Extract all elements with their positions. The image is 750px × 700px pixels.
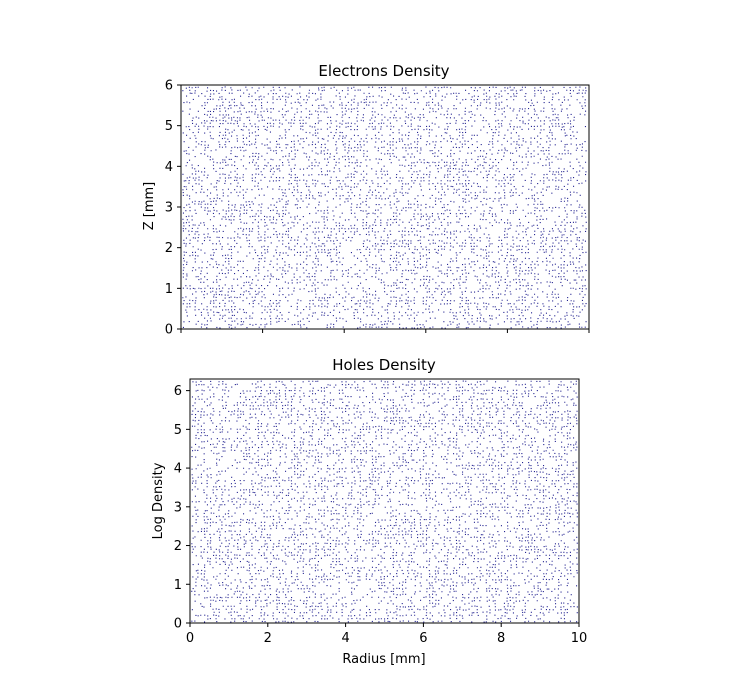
density-points <box>182 86 587 329</box>
axis-ticks: 0 1 2 3 4 5 6 <box>165 79 590 338</box>
density-points <box>191 380 578 623</box>
y-tick-label: 3 <box>165 201 173 216</box>
y-tick-label: 5 <box>174 423 182 438</box>
scatter-points <box>191 380 578 623</box>
electrons-density-panel: Electrons Density Z [mm] 0 1 2 3 4 5 6 <box>142 62 590 338</box>
x-tick-label: 6 <box>419 631 427 646</box>
y-axis-label: Log Density <box>151 462 166 539</box>
holes-density-panel: Holes Density Log Density Radius [mm] 0 2… <box>151 356 587 667</box>
y-tick-label: 0 <box>165 323 173 338</box>
y-tick-label: 6 <box>174 384 182 399</box>
x-axis-label: Radius [mm] <box>342 652 425 667</box>
y-tick-label: 0 <box>174 617 182 632</box>
y-tick-label: 1 <box>174 578 182 593</box>
x-tick-label: 0 <box>186 631 194 646</box>
scatter-points <box>182 86 587 329</box>
y-tick-label: 1 <box>165 282 173 297</box>
axis-ticks: 0 2 4 6 8 10 0 1 2 3 4 5 6 <box>174 384 588 646</box>
y-tick-label: 3 <box>174 500 182 515</box>
y-tick-label: 5 <box>165 119 173 134</box>
y-tick-label: 4 <box>174 462 182 477</box>
chart-title: Electrons Density <box>318 62 449 80</box>
y-tick-label: 4 <box>165 160 173 175</box>
y-tick-label: 2 <box>165 241 173 256</box>
x-tick-label: 2 <box>264 631 272 646</box>
chart-title: Holes Density <box>332 356 436 374</box>
plot-frame <box>180 84 590 330</box>
x-tick-label: 10 <box>571 631 588 646</box>
plot-frame <box>189 378 580 624</box>
y-axis-label: Z [mm] <box>142 182 157 231</box>
x-tick-label: 4 <box>341 631 349 646</box>
y-tick-label: 2 <box>174 539 182 554</box>
x-tick-label: 8 <box>497 631 505 646</box>
y-tick-label: 6 <box>165 79 173 94</box>
